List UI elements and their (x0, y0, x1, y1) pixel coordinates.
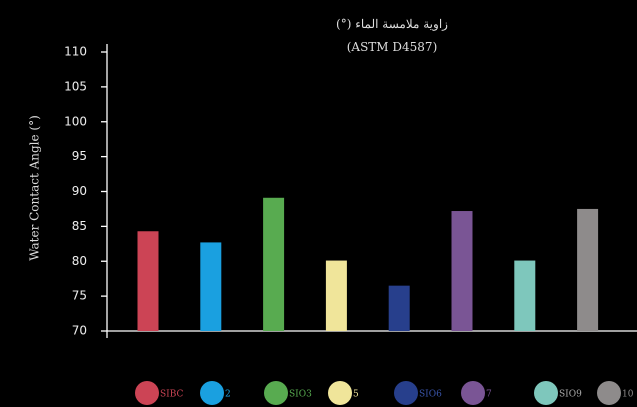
chart-subtitle: (ASTM D4587) (346, 40, 438, 54)
bar (577, 208, 599, 331)
bar (514, 260, 536, 331)
axes: 70 75 80 85 90 95 100 105 110 (64, 44, 637, 338)
y-tick-label: 95 (72, 149, 87, 163)
legend-label: SIO3 (289, 390, 312, 400)
y-axis-label: Water Contact Angle (°) (28, 115, 42, 261)
bar (325, 260, 347, 331)
legend-label: SIO9 (559, 390, 582, 400)
y-tick-label: 70 (72, 324, 87, 338)
legend-marker (394, 381, 418, 405)
y-tick-label: 90 (72, 184, 87, 198)
y-tick-label: 75 (72, 289, 87, 303)
y-tick-label: 100 (64, 114, 87, 128)
legend-marker (135, 381, 159, 405)
legend-marker (534, 381, 558, 405)
legend-marker (264, 381, 288, 405)
legend-label: 2 (225, 390, 231, 400)
y-tick-label: 110 (64, 45, 87, 59)
chart-title: (°) زاوية ملامسة الماء (336, 17, 448, 31)
y-tick-label: 85 (72, 219, 87, 233)
bar (263, 197, 285, 331)
legend-label: 10 (622, 390, 634, 400)
legend-marker (597, 381, 621, 405)
legend-marker (200, 381, 224, 405)
y-tick-label: 105 (64, 79, 87, 93)
y-tick-label: 80 (72, 254, 87, 268)
legend-marker (328, 381, 352, 405)
bar (388, 285, 410, 331)
legend-label: SIO6 (419, 390, 442, 400)
legend-label: 5 (353, 390, 359, 400)
legend-label: 7 (486, 390, 492, 400)
legend-label: SIBC (160, 390, 184, 400)
legend-marker (461, 381, 485, 405)
legend: SIBC 2 SIO3 5 SIO6 7 SIO9 10 (135, 381, 634, 405)
bar (137, 231, 159, 331)
bar (451, 211, 473, 331)
bar (200, 242, 222, 331)
bars (137, 197, 599, 331)
